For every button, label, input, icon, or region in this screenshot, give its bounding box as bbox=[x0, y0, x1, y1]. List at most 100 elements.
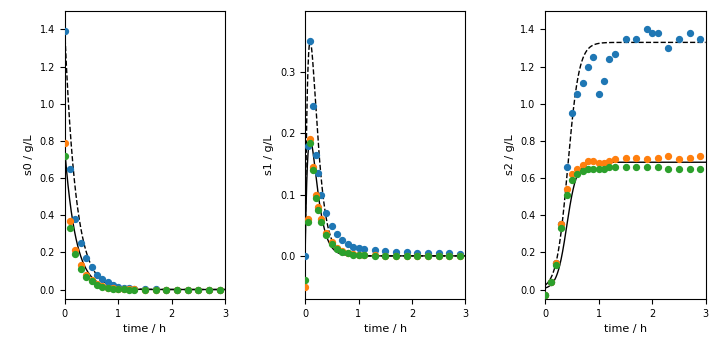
Point bbox=[353, 252, 364, 258]
Point bbox=[102, 279, 113, 285]
Point bbox=[161, 287, 172, 292]
Point bbox=[422, 250, 433, 256]
Point bbox=[112, 284, 124, 289]
Point bbox=[75, 266, 86, 272]
Point bbox=[107, 286, 119, 292]
Point bbox=[342, 251, 354, 256]
Point bbox=[673, 36, 685, 41]
Point bbox=[652, 30, 663, 36]
Point bbox=[561, 164, 572, 170]
Point bbox=[593, 91, 605, 97]
Point bbox=[182, 287, 194, 292]
Point bbox=[70, 251, 81, 257]
Point bbox=[353, 252, 364, 257]
Point bbox=[662, 153, 674, 159]
Point bbox=[161, 287, 172, 292]
Point bbox=[401, 249, 413, 255]
Point bbox=[641, 164, 652, 170]
Point bbox=[331, 246, 343, 252]
Point bbox=[64, 166, 76, 172]
Point bbox=[347, 251, 359, 257]
Point bbox=[96, 276, 108, 282]
Point bbox=[326, 241, 338, 247]
Y-axis label: s1 / g/L: s1 / g/L bbox=[264, 135, 274, 175]
Point bbox=[302, 216, 313, 222]
Point bbox=[572, 166, 583, 172]
Point bbox=[326, 239, 338, 245]
Point bbox=[588, 158, 599, 164]
Point bbox=[567, 171, 578, 177]
Point bbox=[91, 281, 102, 287]
Point bbox=[214, 287, 225, 292]
Point bbox=[673, 166, 685, 172]
Point bbox=[620, 155, 631, 161]
Point bbox=[572, 171, 583, 177]
Point bbox=[582, 158, 594, 164]
Point bbox=[556, 225, 567, 231]
Point bbox=[673, 157, 685, 162]
Point bbox=[315, 216, 327, 222]
Point bbox=[347, 252, 359, 257]
Point bbox=[695, 166, 706, 172]
Point bbox=[444, 251, 455, 256]
Point bbox=[192, 287, 204, 292]
Point bbox=[300, 284, 311, 289]
Point bbox=[631, 155, 642, 161]
Point bbox=[337, 249, 348, 255]
Point bbox=[171, 287, 183, 292]
Point bbox=[307, 167, 319, 173]
Point bbox=[422, 253, 433, 259]
Point bbox=[347, 244, 359, 249]
Point bbox=[652, 164, 663, 170]
Point bbox=[603, 158, 615, 164]
Point bbox=[81, 274, 92, 279]
Point bbox=[203, 287, 215, 292]
Point bbox=[139, 286, 150, 292]
Point bbox=[412, 253, 423, 259]
Point bbox=[358, 252, 369, 258]
Point bbox=[312, 170, 324, 176]
Point bbox=[59, 140, 71, 145]
Point bbox=[561, 186, 572, 192]
Point bbox=[102, 285, 113, 291]
Point bbox=[550, 261, 562, 266]
Point bbox=[300, 253, 311, 259]
Point bbox=[320, 232, 332, 238]
Point bbox=[337, 237, 348, 243]
Point bbox=[353, 245, 364, 251]
Point bbox=[139, 287, 150, 292]
Point bbox=[107, 285, 119, 291]
Point bbox=[620, 164, 631, 170]
Point bbox=[305, 39, 316, 44]
Point bbox=[598, 160, 610, 166]
Point bbox=[150, 287, 161, 292]
Point bbox=[171, 287, 183, 292]
Point bbox=[603, 164, 615, 170]
Point bbox=[86, 264, 97, 270]
Point bbox=[305, 140, 316, 145]
Point bbox=[550, 262, 562, 268]
Point bbox=[326, 224, 338, 229]
X-axis label: time / h: time / h bbox=[123, 324, 166, 334]
Point bbox=[214, 287, 225, 292]
Point bbox=[369, 252, 380, 258]
Point bbox=[312, 204, 324, 210]
Point bbox=[358, 252, 369, 258]
Point bbox=[684, 166, 696, 172]
Point bbox=[342, 241, 354, 247]
Point bbox=[320, 230, 332, 235]
Point bbox=[203, 287, 215, 292]
Point bbox=[161, 287, 172, 292]
Point bbox=[150, 287, 161, 292]
Point bbox=[390, 253, 402, 259]
Point bbox=[609, 157, 621, 162]
Point bbox=[379, 253, 391, 259]
Point bbox=[577, 168, 588, 174]
Point bbox=[545, 279, 557, 285]
Point bbox=[609, 51, 621, 57]
Point bbox=[112, 286, 124, 292]
Point bbox=[312, 207, 324, 213]
Point bbox=[545, 279, 557, 285]
Point bbox=[75, 240, 86, 246]
Point bbox=[550, 261, 562, 266]
